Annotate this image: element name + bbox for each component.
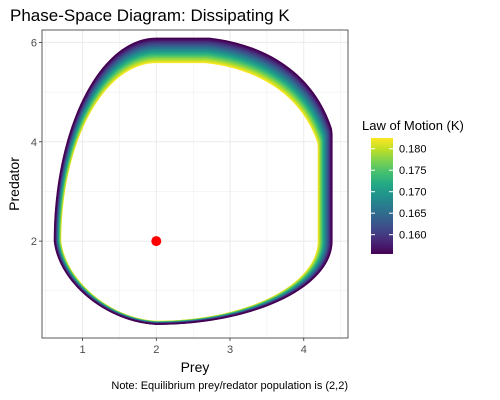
- chart-caption: Note: Equilibrium prey/redator populatio…: [111, 380, 348, 392]
- orbit-curve: [53, 37, 333, 325]
- legend-tick-label: 0.175: [399, 165, 427, 177]
- plot-border: [41, 29, 349, 339]
- y-axis-ticks: 2 4 6: [31, 37, 42, 248]
- y-tick-label: 6: [31, 37, 37, 49]
- y-tick-label: 2: [31, 236, 37, 248]
- legend-tick-label: 0.165: [399, 208, 427, 220]
- y-axis-title: Predator: [6, 157, 22, 211]
- x-tick-label: 2: [153, 344, 159, 356]
- legend-title: Law of Motion (K): [362, 118, 464, 133]
- legend-ticks: 0.160 0.165 0.170 0.175 0.180: [371, 144, 427, 242]
- legend-tick-label: 0.170: [399, 187, 427, 199]
- legend-tick-label: 0.160: [399, 230, 427, 242]
- x-tick-label: 4: [301, 344, 307, 356]
- x-tick-label: 1: [79, 344, 85, 356]
- y-tick-label: 4: [31, 137, 37, 149]
- legend-tick-label: 0.180: [399, 144, 427, 156]
- legend-colorbar: [371, 138, 393, 254]
- x-tick-label: 3: [227, 344, 233, 356]
- orbit-curves: [53, 37, 333, 325]
- x-axis-title: Prey: [181, 359, 210, 375]
- x-axis-ticks: 1 2 3 4: [79, 338, 307, 356]
- chart-title: Phase-Space Diagram: Dissipating K: [10, 6, 290, 25]
- equilibrium-point: [151, 236, 162, 247]
